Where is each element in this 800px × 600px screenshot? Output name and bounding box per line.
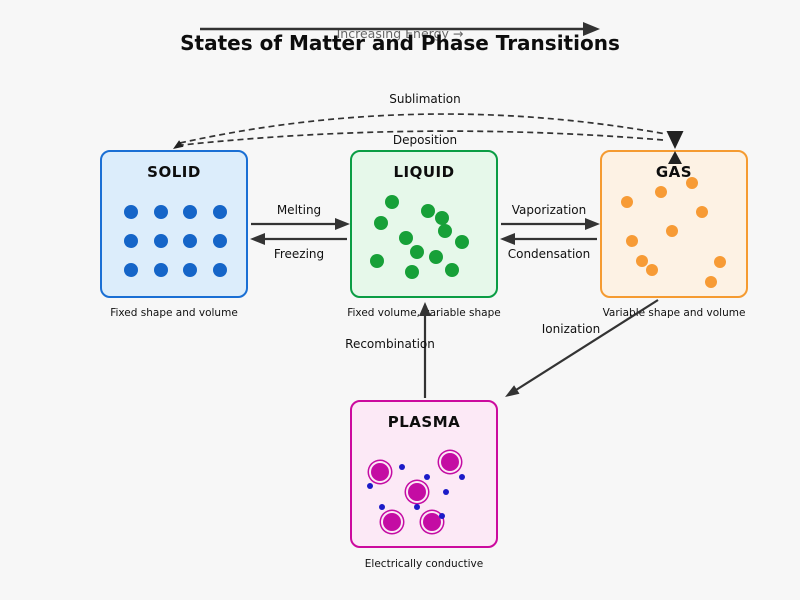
ion-dot	[408, 483, 426, 501]
particle-dot	[646, 264, 658, 276]
electron-dot	[459, 474, 465, 480]
freezing-arrow	[250, 233, 347, 245]
ion-dot	[423, 513, 441, 531]
solid-title: SOLID	[147, 163, 201, 181]
particle-dot	[714, 256, 726, 268]
vaporization-arrow	[501, 218, 600, 230]
particle-dot	[655, 186, 667, 198]
electron-dot	[439, 513, 445, 519]
condensation-label: Condensation	[507, 247, 591, 261]
particle-dot	[410, 245, 424, 259]
solid-particles	[102, 152, 246, 296]
plasma-caption: Electrically conductive	[364, 558, 484, 570]
ion-dot	[383, 513, 401, 531]
electron-dot	[443, 489, 449, 495]
page-title: States of Matter and Phase Transitions	[180, 31, 620, 55]
electron-dot	[379, 504, 385, 510]
recombination-label: Recombination	[345, 337, 435, 351]
particle-dot	[705, 276, 717, 288]
plasma-title: PLASMA	[387, 413, 461, 431]
liquid-title: LIQUID	[393, 163, 455, 181]
particle-dot	[154, 205, 168, 219]
particle-dot	[213, 205, 227, 219]
particle-dot	[626, 235, 638, 247]
plasma-particles	[352, 402, 496, 546]
melting-arrow	[251, 218, 350, 230]
ion-dot	[441, 453, 459, 471]
gas-title: GAS	[655, 163, 693, 181]
electron-dot	[399, 464, 405, 470]
particle-dot	[183, 234, 197, 248]
particle-dot	[429, 250, 443, 264]
particle-dot	[385, 195, 399, 209]
liquid-particles	[352, 152, 496, 296]
particle-dot	[435, 211, 449, 225]
particle-dot	[213, 263, 227, 277]
particle-dot	[213, 234, 227, 248]
particle-dot	[154, 234, 168, 248]
particle-dot	[374, 216, 388, 230]
deposition-arrowhead	[173, 140, 184, 149]
particle-dot	[405, 265, 419, 279]
vaporization-label: Vaporization	[511, 203, 587, 217]
particle-dot	[636, 255, 648, 267]
condensation-arrow	[500, 233, 597, 245]
particle-dot	[445, 263, 459, 277]
particle-dot	[696, 206, 708, 218]
electron-dot	[424, 474, 430, 480]
electron-dot	[367, 483, 373, 489]
particle-dot	[438, 224, 452, 238]
particle-dot	[124, 205, 138, 219]
particle-dot	[666, 225, 678, 237]
plasma-state-box: PLASMA	[350, 400, 498, 548]
particle-dot	[183, 205, 197, 219]
particle-dot	[621, 196, 633, 208]
solid-caption: Fixed shape and volume	[110, 307, 238, 319]
gas-caption: Variable shape and volume	[602, 307, 746, 319]
liquid-state-box: LIQUID	[350, 150, 498, 298]
gas-state-box: GAS	[600, 150, 748, 298]
deposition-label: Deposition	[392, 133, 458, 147]
particle-dot	[124, 234, 138, 248]
electron-dot	[414, 504, 420, 510]
ion-dot	[371, 463, 389, 481]
particle-dot	[455, 235, 469, 249]
sublimation-label: Sublimation	[389, 92, 461, 106]
particle-dot	[183, 263, 197, 277]
particle-dot	[686, 177, 698, 189]
particle-dot	[421, 204, 435, 218]
particle-dot	[399, 231, 413, 245]
gas-particles	[602, 152, 746, 296]
melting-label: Melting	[276, 203, 322, 217]
freezing-label: Freezing	[273, 247, 325, 261]
ionization-label: Ionization	[541, 322, 601, 336]
particle-dot	[370, 254, 384, 268]
particle-dot	[154, 263, 168, 277]
particle-dot	[124, 263, 138, 277]
solid-state-box: SOLID	[100, 150, 248, 298]
liquid-caption: Fixed volume, variable shape	[347, 307, 501, 319]
